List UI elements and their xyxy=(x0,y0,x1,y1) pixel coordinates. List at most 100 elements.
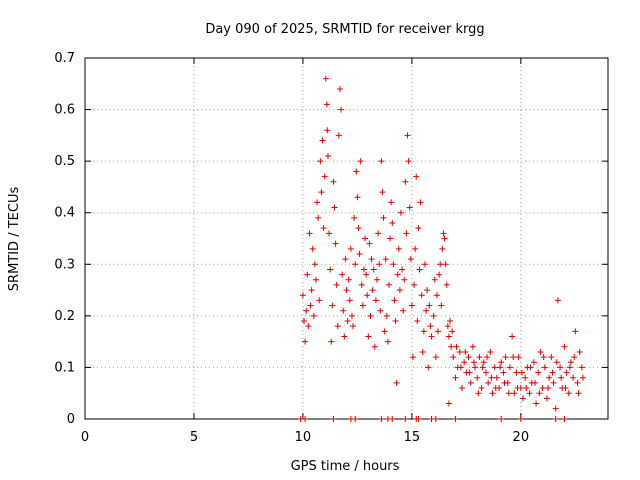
data-point xyxy=(450,354,457,361)
data-point xyxy=(562,385,569,392)
data-point xyxy=(500,369,507,376)
data-point xyxy=(402,178,409,185)
data-point xyxy=(487,348,494,355)
data-point xyxy=(418,292,425,299)
data-point xyxy=(442,261,449,268)
data-point xyxy=(319,137,326,144)
data-point xyxy=(479,364,486,371)
data-point xyxy=(491,364,498,371)
data-point xyxy=(362,235,369,242)
data-point xyxy=(472,364,479,371)
data-point xyxy=(402,416,409,422)
data-point xyxy=(351,214,358,221)
data-point xyxy=(427,323,434,330)
data-point xyxy=(360,266,367,273)
data-point xyxy=(310,312,317,319)
data-point xyxy=(557,364,564,371)
data-point xyxy=(566,364,573,371)
data-point xyxy=(522,374,529,381)
data-point xyxy=(526,390,533,397)
data-point xyxy=(509,333,516,340)
data-point xyxy=(341,333,348,340)
data-point xyxy=(305,323,312,330)
data-point xyxy=(388,199,395,206)
data-point xyxy=(344,318,351,325)
data-point xyxy=(324,152,331,159)
y-axis-label: SRMTID / TECUs xyxy=(7,187,22,292)
data-point xyxy=(579,374,586,381)
data-point xyxy=(441,235,448,242)
data-point xyxy=(299,292,306,299)
data-point xyxy=(537,348,544,355)
data-point xyxy=(327,266,334,273)
y-tick-label: 0.3 xyxy=(54,257,75,272)
data-point xyxy=(308,287,315,294)
y-tick-label: 0.7 xyxy=(54,51,75,66)
data-point xyxy=(565,390,572,397)
data-point xyxy=(370,266,377,273)
data-point xyxy=(342,256,349,263)
data-point xyxy=(322,75,329,82)
data-point xyxy=(437,261,444,268)
data-point xyxy=(426,302,433,309)
data-point xyxy=(416,266,423,273)
data-point xyxy=(436,271,443,278)
data-point xyxy=(425,364,432,371)
data-point xyxy=(433,292,440,299)
data-point xyxy=(515,354,522,361)
data-point xyxy=(302,416,309,422)
data-point xyxy=(415,416,422,422)
data-point xyxy=(520,395,527,402)
data-point xyxy=(315,214,322,221)
data-point xyxy=(357,158,364,165)
data-point xyxy=(449,328,456,335)
data-point xyxy=(489,390,496,397)
data-point xyxy=(407,256,414,263)
data-point xyxy=(352,261,359,268)
data-point xyxy=(576,348,583,355)
data-point xyxy=(535,369,542,376)
data-point xyxy=(393,379,400,386)
data-point xyxy=(334,323,341,330)
data-point xyxy=(333,281,340,288)
data-point xyxy=(302,338,309,345)
data-point xyxy=(352,416,359,422)
data-point xyxy=(469,343,476,350)
data-point xyxy=(355,225,362,232)
data-point xyxy=(443,281,450,288)
y-tick-label: 0.4 xyxy=(54,206,75,221)
y-tick-label: 0.2 xyxy=(54,309,75,324)
data-point xyxy=(545,385,552,392)
data-point xyxy=(546,374,553,381)
data-point xyxy=(430,312,437,319)
data-point xyxy=(502,354,509,361)
data-point xyxy=(348,312,355,319)
data-point xyxy=(307,302,314,309)
data-point xyxy=(329,302,336,309)
data-point xyxy=(321,173,328,180)
data-point xyxy=(323,101,330,108)
data-point xyxy=(317,158,324,165)
data-point xyxy=(482,369,489,376)
data-point xyxy=(389,416,396,422)
data-point xyxy=(552,416,559,422)
data-point xyxy=(563,369,570,376)
x-tick-label: 0 xyxy=(81,430,89,445)
data-point xyxy=(338,106,345,113)
data-point xyxy=(400,307,407,314)
data-point xyxy=(414,318,421,325)
x-axis-label: GPS time / hours xyxy=(291,459,400,474)
data-point xyxy=(405,158,412,165)
data-point xyxy=(561,416,568,422)
data-point xyxy=(415,225,422,232)
data-point xyxy=(367,312,374,319)
data-point xyxy=(330,416,337,422)
data-point xyxy=(421,261,428,268)
data-point xyxy=(412,245,419,252)
data-point xyxy=(389,220,396,227)
data-point xyxy=(492,385,499,392)
data-point xyxy=(403,230,410,237)
data-point xyxy=(510,354,517,361)
data-point xyxy=(424,287,431,294)
data-point xyxy=(501,379,508,386)
